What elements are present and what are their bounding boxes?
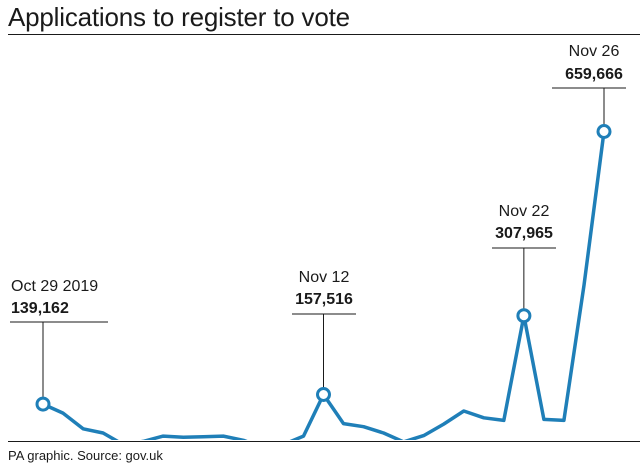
point-marker [35, 396, 51, 412]
point-marker [316, 387, 331, 402]
chart-title: Applications to register to vote [8, 2, 350, 32]
annotation-value: 659,666 [565, 66, 623, 83]
annotation-date: Nov 26 [569, 43, 620, 60]
annotation-value: 157,516 [295, 291, 353, 308]
source-note: PA graphic. Source: gov.uk [8, 448, 163, 463]
annotation-value: 307,965 [495, 225, 553, 242]
footer-rule [8, 441, 640, 442]
leader-lines [10, 87, 626, 399]
point-markers [35, 124, 612, 412]
point-marker [516, 308, 532, 324]
annotation-labels: Oct 29 2019 139,162 Nov 12 157,516 Nov 22 307… [11, 43, 623, 317]
annotation-date: Oct 29 2019 [11, 278, 98, 295]
line-chart: Oct 29 2019 139,162 Nov 12 157,516 Nov 22 307… [10, 43, 626, 440]
title-rule [8, 34, 640, 35]
point-marker [596, 124, 612, 139]
annotation-value: 139,162 [11, 300, 69, 317]
annotation-date: Nov 12 [299, 269, 350, 286]
annotation-date: Nov 22 [499, 203, 550, 220]
